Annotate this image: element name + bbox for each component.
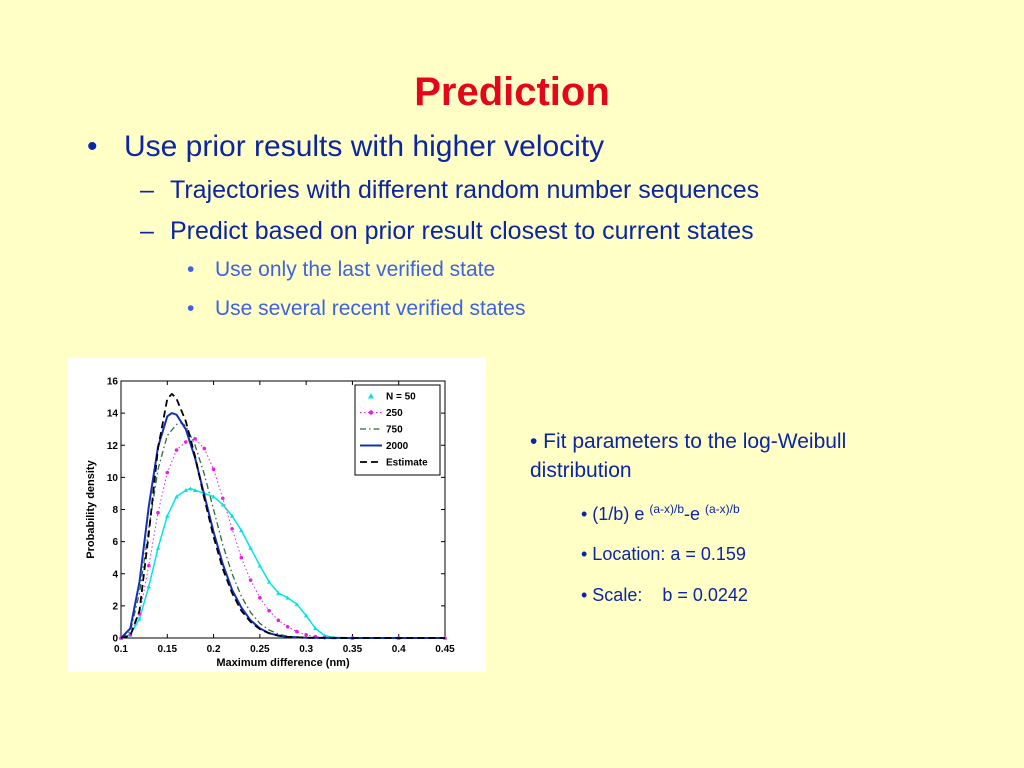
legend-label: 250 [386,408,403,419]
scale-line: • Scale: b = 0.0242 [581,584,748,606]
legend-marker [368,410,374,415]
legend-marker [368,393,374,399]
x-axis-label: Maximum difference (nm) [216,657,350,669]
series-point-0 [229,513,235,518]
series-point-0 [137,616,142,621]
series-point-1 [211,467,216,472]
bullet-text: Use several recent verified states [215,297,526,320]
legend-box [354,384,441,476]
x-tick-label: 0.35 [343,644,363,655]
legend-label: 750 [386,425,403,436]
y-tick-label: 10 [107,473,119,484]
y-tick-label: 8 [112,505,118,516]
series-point-0 [276,590,281,595]
y-tick-label: 12 [107,441,119,452]
series-point-0 [285,595,290,600]
formula-exponent-1: (a-x)/b [649,502,684,516]
formula-exponent-2: (a-x)/b [705,502,740,516]
fit-parameters-block: • Fit parameters to the log-Weibull dist… [530,427,950,605]
series-point-1 [295,629,299,634]
series-point-1 [221,496,225,501]
scale-label: • Scale: [581,585,643,605]
series-point-0 [313,626,318,631]
location-line: • Location: a = 0.159 [581,544,746,564]
series-point-1 [230,526,234,531]
y-tick-label: 2 [112,601,118,612]
series-line-4 [120,393,445,639]
series-point-0 [155,545,161,550]
series-point-0 [211,494,216,499]
chart-svg: 0.1 0.15 0.2 0.25 0.3 0.35 0.4 0.45 0 2 4 6 8 10 12 14 1… [85,377,455,670]
series-line-2 [120,422,445,639]
bullet-marker: • [87,130,98,163]
y-tick-label: 16 [107,377,119,388]
fit-text: • Fit parameters to the log-Weibull dist… [530,430,847,482]
series-point-1 [174,448,179,452]
bullet-marker: • [187,258,195,281]
x-tick-label: 0.2 [207,644,221,655]
x-tick-label: 0.4 [392,644,406,655]
bullet-text: Use prior results with higher velocity [124,130,605,163]
probability-density-chart: 0.1 0.15 0.2 0.25 0.3 0.35 0.4 0.45 0 2 4 6 8 10 12 14 1… [68,358,486,672]
bullet-text: Use only the last verified state [215,258,496,281]
series-point-0 [188,486,193,491]
series-point-1 [202,446,207,451]
series-point-1 [248,578,253,582]
series-point-0 [303,613,309,618]
series-point-1 [193,437,197,441]
x-tick-label: 0.25 [250,644,270,655]
series-point-0 [183,488,188,493]
series-point-1 [156,510,160,515]
series-point-0 [220,502,226,507]
formula-line: • (1/b) e (a-x)/b-e (a-x)/b [581,503,740,525]
scale-value: b = 0.0242 [662,585,748,605]
x-tick-label: 0.3 [299,644,313,655]
bullet-marker: • [187,297,195,320]
series-point-1 [267,608,271,613]
x-tick-label: 0.45 [435,644,455,655]
series-point-0 [248,545,253,550]
legend-label: Estimate [386,458,428,469]
slide-title: Prediction [414,70,610,114]
series-point-0 [257,563,263,568]
y-tick-label: 0 [112,634,118,645]
legend-label: N = 50 [386,392,416,403]
y-axis-label: Probability density [85,459,97,558]
y-tick-label: 14 [107,409,119,420]
series-point-1 [304,632,308,637]
bullet-text: Trajectories with different random numbe… [170,176,760,204]
series-point-1 [239,555,244,560]
series-point-1 [285,624,290,629]
formula-prefix: • (1/b) e [581,504,650,524]
x-tick-label: 0.15 [158,644,178,655]
bullet-text: Predict based on prior result closest to… [170,217,754,245]
series-point-1 [258,596,262,600]
series-point-0 [146,584,151,589]
series-point-0 [165,513,170,518]
series-point-1 [146,563,151,568]
dash-marker: – [140,217,154,245]
series-point-1 [165,470,170,475]
series-point-0 [192,488,198,493]
series-point-0 [294,602,300,607]
series-point-1 [184,440,188,444]
formula-mid: -e [684,504,706,524]
series-point-0 [266,579,272,584]
y-tick-label: 6 [112,537,118,548]
y-tick-label: 4 [112,569,118,580]
dash-marker: – [140,176,154,204]
x-tick-label: 0.1 [114,644,128,655]
series-point-1 [276,618,281,623]
series-line-0 [120,487,445,639]
series-point-0 [174,494,179,499]
series-point-0 [239,528,244,533]
legend-label: 2000 [386,441,409,452]
